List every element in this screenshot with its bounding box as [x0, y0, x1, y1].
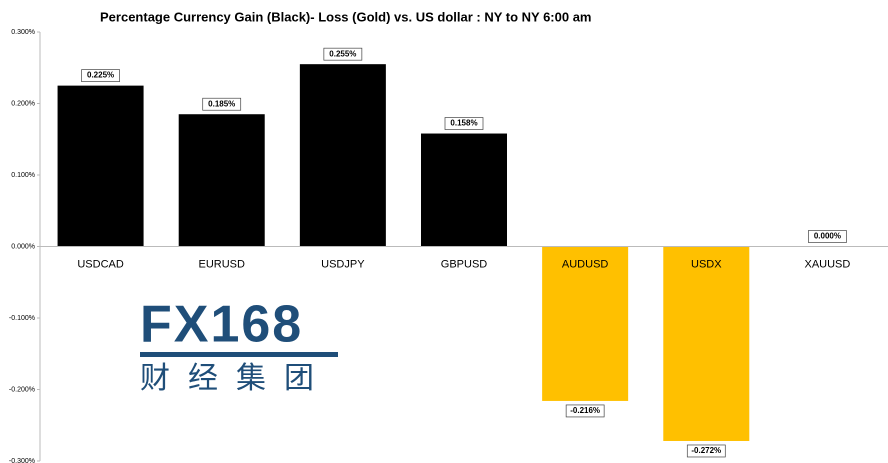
x-tick-label: USDCAD — [77, 258, 124, 270]
bar — [178, 114, 265, 247]
x-tick-label: AUDUSD — [562, 258, 609, 270]
y-tick-label: -0.300% — [9, 458, 35, 463]
data-label: -0.216% — [570, 406, 600, 415]
data-label: 0.000% — [814, 232, 841, 241]
bar — [299, 64, 386, 247]
y-tick-label: 0.200% — [11, 100, 35, 107]
data-label: 0.255% — [329, 49, 356, 58]
watermark-subtitle: 财经集团 — [140, 362, 332, 395]
data-label-box — [686, 444, 726, 458]
data-label: -0.272% — [691, 446, 721, 455]
data-label-box — [323, 47, 363, 61]
data-label-box — [202, 97, 242, 111]
data-label: 0.158% — [450, 119, 477, 128]
bar — [420, 133, 508, 247]
watermark: FX168 财经集团 — [140, 296, 338, 395]
data-label-box — [444, 117, 484, 130]
data-label-box — [81, 69, 120, 82]
data-label: 0.225% — [87, 71, 114, 80]
data-label-box — [565, 404, 605, 418]
x-tick-label: EURUSD — [198, 258, 245, 270]
bar — [663, 246, 750, 441]
y-tick-label: 0.100% — [11, 172, 35, 179]
bar — [542, 246, 629, 401]
chart-title: Percentage Currency Gain (Black)- Loss (… — [100, 9, 592, 24]
y-tick-label: 0.000% — [11, 243, 35, 250]
data-label-box — [808, 230, 847, 243]
x-tick-label: USDJPY — [321, 258, 365, 270]
x-tick-label: GBPUSD — [441, 258, 488, 270]
x-tick-label: USDX — [691, 258, 722, 270]
y-tick-label: -0.100% — [9, 315, 35, 322]
y-tick-label: 0.300% — [11, 29, 35, 36]
bar — [57, 85, 144, 247]
watermark-logo: FX168 — [140, 296, 303, 354]
data-label: 0.185% — [208, 99, 235, 108]
watermark-rule — [140, 352, 338, 357]
x-tick-label: XAUUSD — [805, 258, 851, 270]
y-tick-label: -0.200% — [9, 386, 35, 393]
